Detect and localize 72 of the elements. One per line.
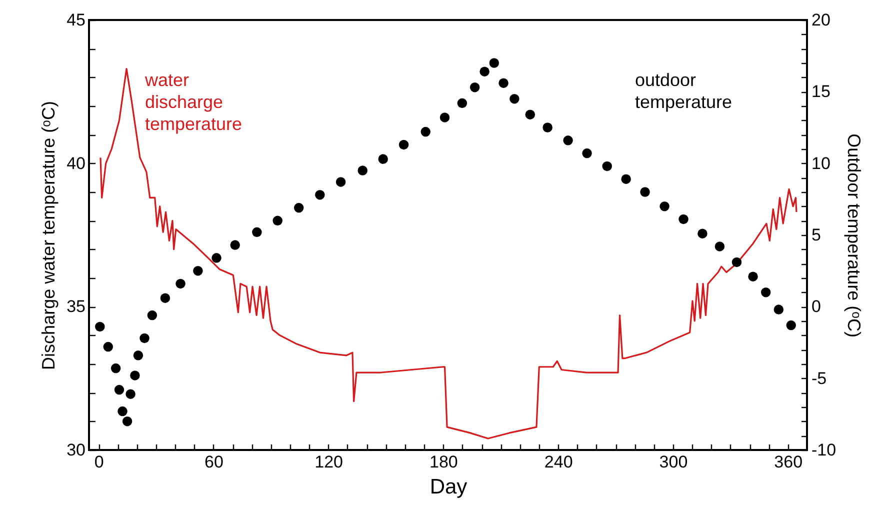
point [336, 177, 346, 187]
y-tick-label: 40 [66, 154, 86, 173]
point [212, 253, 222, 263]
point [294, 202, 304, 213]
point [140, 333, 150, 344]
point [786, 320, 796, 330]
point [582, 148, 592, 158]
x-tick-label: 180 [430, 452, 458, 472]
point [176, 278, 186, 289]
point [498, 78, 508, 88]
point [118, 406, 128, 416]
point [420, 126, 430, 137]
y-tick-label: 30 [66, 440, 86, 460]
y2-tick-label: 5 [812, 226, 821, 244]
point [602, 161, 612, 172]
y2-tick-label: -10 [812, 440, 836, 460]
y2-tick-label: 15 [812, 82, 830, 102]
point [698, 228, 708, 238]
point [114, 384, 124, 395]
point [678, 214, 688, 224]
point [122, 416, 132, 426]
point [640, 187, 650, 197]
point [378, 154, 388, 164]
x-tick-label: 360 [774, 452, 803, 472]
point [489, 58, 500, 68]
x-tick-label: 120 [314, 452, 344, 472]
point [358, 166, 368, 176]
y2-axis-title: Outdoor temperature (ᵒC) [844, 134, 864, 338]
series-label: water discharge temperature [144, 70, 242, 134]
point [133, 350, 144, 360]
point [660, 201, 670, 212]
point [748, 272, 758, 282]
point [130, 370, 140, 380]
point [542, 122, 552, 132]
y2-tick-label: -5 [812, 368, 827, 388]
point [525, 110, 536, 120]
point [110, 363, 121, 374]
point [760, 287, 771, 298]
point [230, 240, 240, 250]
point [95, 322, 105, 332]
point [732, 257, 742, 268]
y2-tick-label: 0 [812, 297, 821, 316]
point [126, 389, 136, 399]
text: outdoor temperature [635, 70, 732, 112]
x-tick-label: 60 [204, 452, 224, 472]
y-tick-label: 45 [66, 10, 86, 30]
point [193, 266, 203, 276]
point [440, 112, 450, 122]
point [398, 140, 409, 150]
point [315, 190, 325, 200]
point [480, 66, 490, 76]
point [103, 342, 114, 352]
line-series [100, 68, 798, 440]
x-axis-title: Day [430, 476, 468, 498]
point [563, 136, 573, 146]
point [160, 293, 170, 303]
point [457, 98, 468, 108]
x-tick-label: 0 [94, 452, 104, 472]
y-axis-title: Discharge water temperature (ᵒC) [38, 101, 59, 370]
point [272, 216, 282, 226]
point [470, 82, 480, 92]
point [774, 304, 784, 314]
x-tick-label: 300 [659, 452, 688, 472]
point [510, 94, 520, 104]
y-tick-label: 35 [66, 297, 86, 316]
point [147, 310, 158, 320]
point [252, 227, 262, 237]
point [621, 174, 631, 184]
x-tick-label: 240 [544, 452, 573, 472]
point [714, 242, 725, 252]
y2-tick-label: 20 [812, 10, 830, 30]
y2-tick-label: 10 [812, 154, 830, 173]
